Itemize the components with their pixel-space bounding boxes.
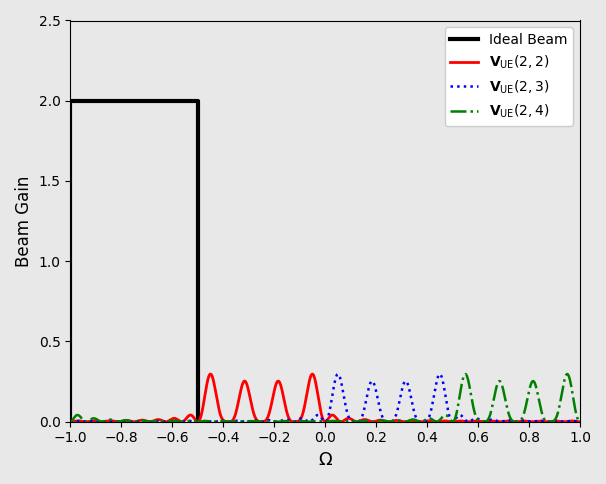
$\mathbf{V}_{\mathrm{UE}}(2, 3)$ bbox=[335, 371, 342, 377]
$\mathbf{V}_{\mathrm{UE}}(2, 3)$ bbox=[251, 418, 258, 424]
$\mathbf{V}_{\mathrm{UE}}(2, 3)$ bbox=[92, 418, 99, 424]
$\mathbf{V}_{\mathrm{UE}}(2, 4)$ bbox=[67, 419, 74, 424]
Legend: Ideal Beam, $\mathbf{V}_{\mathrm{UE}}(2, 2)$, $\mathbf{V}_{\mathrm{UE}}(2, 3)$, : Ideal Beam, $\mathbf{V}_{\mathrm{UE}}(2,… bbox=[445, 28, 573, 125]
$\mathbf{V}_{\mathrm{UE}}(2, 2)$ bbox=[472, 418, 479, 424]
$\mathbf{V}_{\mathrm{UE}}(2, 3)$ bbox=[390, 416, 398, 422]
Line: $\mathbf{V}_{\mathrm{UE}}(2, 2)$: $\mathbf{V}_{\mathrm{UE}}(2, 2)$ bbox=[70, 374, 580, 422]
$\mathbf{V}_{\mathrm{UE}}(2, 2)$ bbox=[368, 419, 376, 424]
Line: $\mathbf{V}_{\mathrm{UE}}(2, 3)$: $\mathbf{V}_{\mathrm{UE}}(2, 3)$ bbox=[70, 374, 580, 422]
$\mathbf{V}_{\mathrm{UE}}(2, 4)$ bbox=[390, 418, 398, 424]
Ideal Beam bbox=[194, 419, 201, 424]
$\mathbf{V}_{\mathrm{UE}}(2, 3)$ bbox=[67, 419, 74, 424]
$\mathbf{V}_{\mathrm{UE}}(2, 3)$ bbox=[472, 415, 479, 421]
Ideal Beam bbox=[67, 98, 74, 104]
$\mathbf{V}_{\mathrm{UE}}(2, 2)$ bbox=[445, 418, 452, 424]
$\mathbf{V}_{\mathrm{UE}}(2, 4)$ bbox=[576, 419, 584, 424]
$\mathbf{V}_{\mathrm{UE}}(2, 4)$ bbox=[368, 419, 376, 424]
Ideal Beam bbox=[194, 98, 201, 104]
Y-axis label: Beam Gain: Beam Gain bbox=[15, 175, 33, 267]
$\mathbf{V}_{\mathrm{UE}}(2, 3)$ bbox=[445, 408, 452, 414]
X-axis label: $\Omega$: $\Omega$ bbox=[318, 451, 333, 469]
$\mathbf{V}_{\mathrm{UE}}(2, 2)$ bbox=[576, 419, 584, 424]
$\mathbf{V}_{\mathrm{UE}}(2, 3)$ bbox=[368, 378, 376, 384]
$\mathbf{V}_{\mathrm{UE}}(2, 3)$ bbox=[576, 419, 584, 424]
$\mathbf{V}_{\mathrm{UE}}(2, 2)$ bbox=[92, 418, 99, 424]
$\mathbf{V}_{\mathrm{UE}}(2, 2)$ bbox=[67, 419, 74, 424]
$\mathbf{V}_{\mathrm{UE}}(2, 4)$ bbox=[462, 371, 469, 377]
$\mathbf{V}_{\mathrm{UE}}(2, 2)$ bbox=[251, 414, 258, 420]
Line: Ideal Beam: Ideal Beam bbox=[70, 101, 198, 422]
$\mathbf{V}_{\mathrm{UE}}(2, 2)$ bbox=[308, 371, 316, 377]
$\mathbf{V}_{\mathrm{UE}}(2, 4)$ bbox=[92, 416, 99, 422]
$\mathbf{V}_{\mathrm{UE}}(2, 4)$ bbox=[251, 418, 258, 424]
$\mathbf{V}_{\mathrm{UE}}(2, 4)$ bbox=[472, 412, 479, 418]
Line: $\mathbf{V}_{\mathrm{UE}}(2, 4)$: $\mathbf{V}_{\mathrm{UE}}(2, 4)$ bbox=[70, 374, 580, 422]
$\mathbf{V}_{\mathrm{UE}}(2, 4)$ bbox=[445, 414, 452, 420]
$\mathbf{V}_{\mathrm{UE}}(2, 2)$ bbox=[390, 418, 398, 424]
Ideal Beam bbox=[67, 419, 74, 424]
